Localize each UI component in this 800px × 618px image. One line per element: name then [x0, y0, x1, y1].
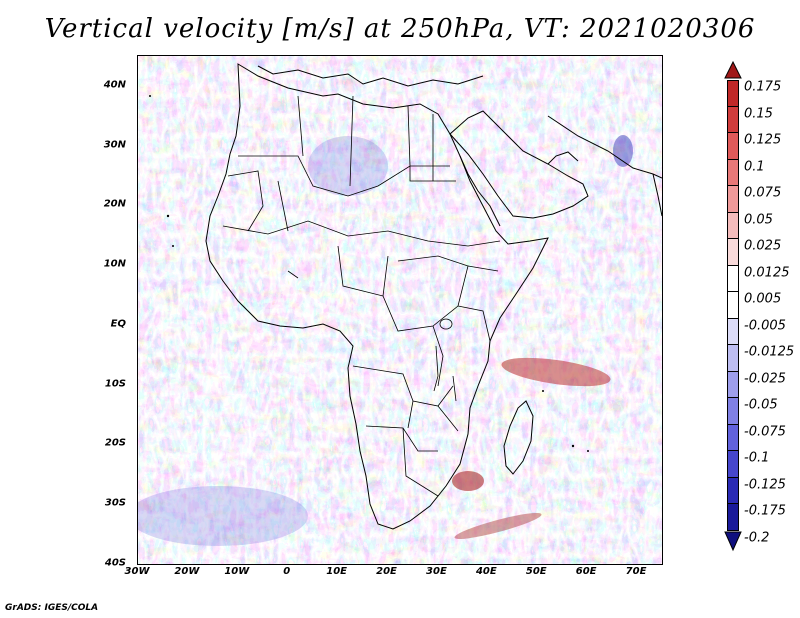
strong-ascent-indian-ocean: [501, 357, 611, 387]
colorbar-tick-label: 0.15: [744, 106, 773, 121]
vertical-velocity-field: [138, 56, 662, 564]
mediterranean-north: [257, 65, 484, 87]
colorbar-tick-label: 0.025: [744, 238, 782, 254]
colorbar-tick-label: 0.125: [744, 132, 782, 148]
lon-tick-label: 30W: [124, 566, 150, 577]
map-title: Vertical velocity [m/s] at 250hPa, VT: 2…: [44, 14, 756, 44]
colorbar-tick-label: -0.0125: [744, 344, 795, 360]
colorbar-tick-label: 0.175: [744, 79, 782, 95]
colorbar-tick-label: -0.005: [744, 318, 786, 333]
island-dot: [542, 390, 544, 392]
lon-tick-label: 10E: [326, 566, 347, 577]
colorbar-segment: [727, 371, 739, 398]
lat-tick-label: EQ: [110, 318, 126, 330]
lon-tick-label: 60E: [575, 566, 597, 577]
colorbar-segment: [727, 451, 739, 478]
lon-tick-label: 20E: [376, 566, 397, 577]
lake-victoria: [439, 318, 453, 330]
strong-ascent-mozambique: [452, 471, 484, 491]
colorbar-segment: [727, 265, 739, 292]
colorbar-tick-label: 0.0125: [744, 265, 790, 280]
descent-south-atlantic: [138, 486, 308, 546]
madagascar: [503, 400, 534, 475]
lakes: [287, 270, 457, 402]
border-south-2: [407, 400, 459, 432]
lon-tick-label: 0: [283, 566, 291, 577]
lon-tick-label: 70E: [625, 566, 647, 577]
island-dot: [172, 245, 174, 247]
colorbar-segment: [727, 106, 739, 133]
colorbar-tick-label: -0.1: [744, 450, 770, 466]
persian-gulf: [547, 151, 579, 165]
colorbar-segment: [727, 239, 739, 266]
island-dot: [149, 95, 151, 97]
colorbar-tick-label: 0.05: [744, 212, 773, 227]
colorbar-tick-label: -0.05: [744, 397, 778, 413]
country-borders: [222, 95, 501, 497]
colorbar: [727, 80, 739, 584]
lat-tick-label: 20N: [103, 198, 126, 210]
lon-tick-label: 50E: [525, 566, 547, 577]
colorbar-segment: [727, 212, 739, 239]
colorbar-tick-label: 0.1: [744, 159, 765, 174]
lon-tick-label: 40E: [475, 566, 497, 577]
lat-tick-label: 30N: [103, 139, 126, 151]
lon-tick-label: 10W: [224, 566, 250, 577]
map-panel: [137, 55, 663, 565]
border-west: [227, 170, 289, 232]
colorbar-segment: [727, 477, 739, 504]
colorbar-segment: [727, 186, 739, 213]
island-dot: [587, 450, 589, 452]
lat-tick-label: 10N: [103, 258, 126, 270]
colorbar-tick-label: -0.075: [744, 424, 786, 439]
field-streaks: [138, 56, 662, 564]
lat-tick-label: 40N: [103, 79, 126, 91]
colorbar-segment: [727, 80, 739, 107]
border-east: [457, 265, 499, 342]
lat-tick-label: 30S: [104, 497, 126, 509]
colorbar-tick-label: -0.2: [744, 530, 770, 545]
colorbar-min-triangle: [724, 531, 742, 552]
colorbar-tick-label: -0.025: [744, 371, 786, 386]
colorbar-segment: [727, 318, 739, 345]
colorbar-segment: [727, 159, 739, 186]
lake-malawi: [452, 375, 457, 402]
colorbar-tick-label: -0.175: [744, 503, 786, 519]
colorbar-top-arrow: [724, 60, 742, 79]
lake-tanganyika: [433, 345, 439, 392]
border-sahel: [222, 220, 501, 247]
island-dot: [166, 214, 170, 218]
border-sahara-2: [297, 95, 411, 187]
border-central-2: [382, 255, 444, 387]
descent-libya: [308, 136, 388, 196]
colorbar-segment: [727, 292, 739, 319]
colorbar-segment: [727, 424, 739, 451]
footer-credit: GrADS: IGES/COLA: [5, 603, 99, 613]
colorbar-segment: [727, 504, 739, 531]
colorbar-tick-label: 0.005: [744, 291, 782, 307]
strong-descent-iran: [613, 135, 633, 167]
island-dot: [571, 444, 575, 448]
border-egypt: [409, 114, 456, 182]
india-coast: [652, 173, 662, 217]
lat-tick-label: 40S: [104, 557, 126, 569]
colorbar-segment: [727, 398, 739, 425]
arabia-coast: [449, 110, 589, 219]
red-sea: [459, 155, 501, 227]
iran-pakistan-coast: [547, 115, 662, 179]
colorbar-max-triangle: [724, 60, 742, 79]
colorbar-segment: [727, 133, 739, 160]
colorbar-segment: [727, 345, 739, 372]
lon-tick-label: 30E: [426, 566, 447, 577]
strong-ascent-south-band: [454, 512, 542, 540]
islands: [149, 95, 589, 452]
lat-tick-label: 20S: [104, 437, 126, 449]
colorbar-tick-label: 0.075: [744, 185, 782, 201]
colorbar-bottom-arrow: [724, 531, 742, 552]
lake-volta: [287, 270, 299, 279]
colorbar-tick-label: -0.125: [744, 477, 786, 492]
lon-tick-label: 20W: [174, 566, 200, 577]
lat-tick-label: 10S: [104, 378, 126, 390]
